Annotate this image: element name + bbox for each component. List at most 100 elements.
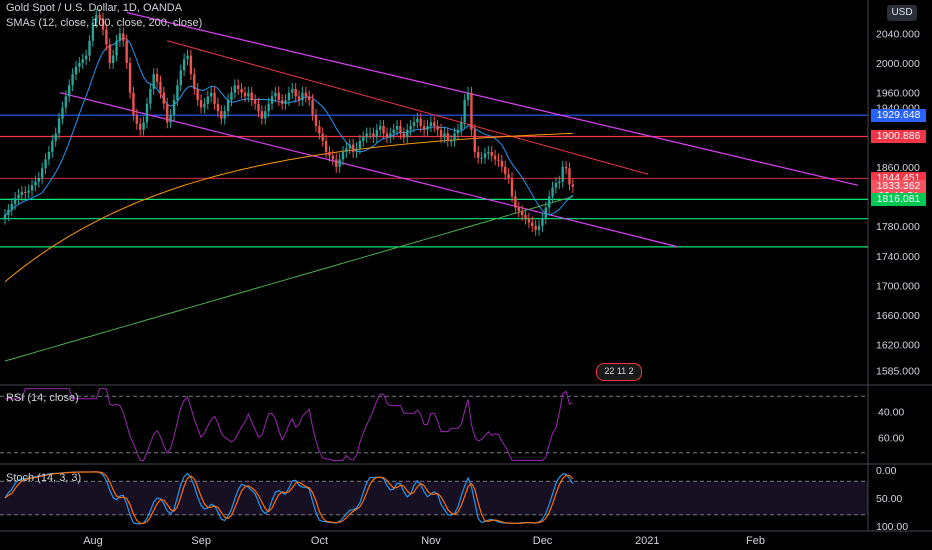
candle-body: [378, 126, 382, 130]
candle-body: [145, 103, 149, 123]
candle-body: [64, 96, 68, 108]
price-tick-label: 1660.000: [876, 310, 920, 322]
candle-body: [412, 122, 416, 127]
candle-body: [216, 103, 220, 112]
price-tag: 1929.648: [871, 108, 926, 122]
candle-body: [162, 92, 166, 104]
candle-body: [433, 122, 436, 127]
symbol-legend: Gold Spot / U.S. Dollar, 1D, OANDA: [6, 2, 183, 14]
candle-body: [453, 133, 456, 141]
rsi-line: [5, 388, 573, 461]
candle-body: [524, 214, 527, 219]
candle-body: [456, 129, 460, 134]
candle-body: [230, 92, 233, 101]
event-marker-badge[interactable]: 22 11 2: [596, 363, 642, 381]
candle-body: [44, 159, 47, 169]
candle-body: [152, 74, 155, 89]
time-tick-label: Aug: [83, 535, 103, 547]
candle-body: [416, 118, 419, 123]
candle-body: [372, 133, 375, 138]
rsi-tick-label: 40.00: [878, 407, 904, 419]
candle-body: [311, 100, 314, 115]
candle-body: [571, 184, 575, 187]
candle-body: [20, 192, 24, 195]
candle-body: [287, 92, 291, 101]
candle-body: [118, 33, 122, 41]
candle-body: [429, 122, 433, 127]
candle-body: [466, 92, 470, 101]
candle-body: [223, 111, 226, 119]
currency-button[interactable]: USD: [887, 5, 917, 21]
candle-body: [7, 209, 10, 215]
candle-body: [409, 126, 412, 130]
candle-body: [233, 85, 237, 93]
price-tag: 1833.362: [871, 180, 926, 194]
candle-body: [568, 168, 571, 185]
candle-body: [182, 59, 186, 71]
candle-body: [206, 96, 209, 104]
candle-body: [189, 55, 193, 75]
candle-body: [551, 187, 554, 197]
candle-body: [308, 96, 311, 101]
candle-body: [105, 29, 108, 45]
candle-body: [57, 118, 61, 134]
candle-body: [139, 123, 142, 130]
candle-body: [17, 194, 20, 198]
price-tag: 1900.886: [871, 129, 926, 143]
candle-body: [297, 96, 301, 101]
candle-body: [480, 157, 483, 159]
candle-body: [159, 81, 162, 93]
candle-body: [395, 126, 399, 130]
candle-body: [149, 88, 152, 104]
candle-body: [341, 151, 345, 160]
candle-body: [463, 100, 466, 123]
price-tick-label: 1780.000: [876, 221, 920, 233]
candle-body: [209, 92, 213, 97]
candle-body: [196, 88, 199, 101]
candle-body: [358, 140, 362, 149]
rsi-legend: RSI (14, close): [6, 392, 79, 404]
price-tick-label: 1585.000: [876, 366, 920, 378]
candle-body: [95, 14, 98, 23]
candle-body: [392, 129, 395, 134]
candle-body: [321, 133, 324, 141]
candle-body: [135, 114, 139, 124]
sma12-line: [4, 37, 574, 216]
candle-body: [169, 114, 172, 123]
candle-body: [422, 126, 426, 130]
candle-body: [155, 74, 159, 82]
time-tick-label: Dec: [533, 535, 553, 547]
candle-body: [527, 218, 531, 223]
candle-body: [40, 168, 44, 178]
candle-body: [500, 160, 504, 167]
candle-body: [71, 74, 74, 86]
candle-body: [250, 92, 253, 101]
candle-body: [78, 63, 81, 67]
candle-body: [399, 126, 402, 134]
price-tick-label: 2000.000: [876, 58, 920, 70]
candle-body: [406, 129, 409, 138]
candle-body: [324, 140, 328, 152]
candle-body: [558, 181, 561, 184]
candle-body: [274, 92, 277, 97]
candle-body: [520, 211, 524, 215]
candle-body: [240, 88, 243, 93]
candle-body: [497, 159, 500, 161]
candle-body: [564, 166, 568, 169]
price-tick-label: 1620.000: [876, 340, 920, 352]
candle-body: [54, 133, 57, 141]
candle-body: [172, 100, 176, 115]
candle-body: [203, 103, 206, 108]
rsi-tick-label: 60.00: [878, 432, 904, 444]
candle-body: [473, 129, 477, 152]
stoch-tick-label: 50.00: [876, 493, 902, 505]
channel-upper-line: [126, 12, 859, 186]
candle-body: [446, 133, 449, 141]
candle-body: [132, 92, 135, 115]
candle-body: [264, 111, 267, 119]
candle-body: [304, 92, 308, 97]
candle-body: [338, 159, 341, 167]
candle-body: [111, 55, 115, 64]
candle-body: [514, 196, 517, 208]
